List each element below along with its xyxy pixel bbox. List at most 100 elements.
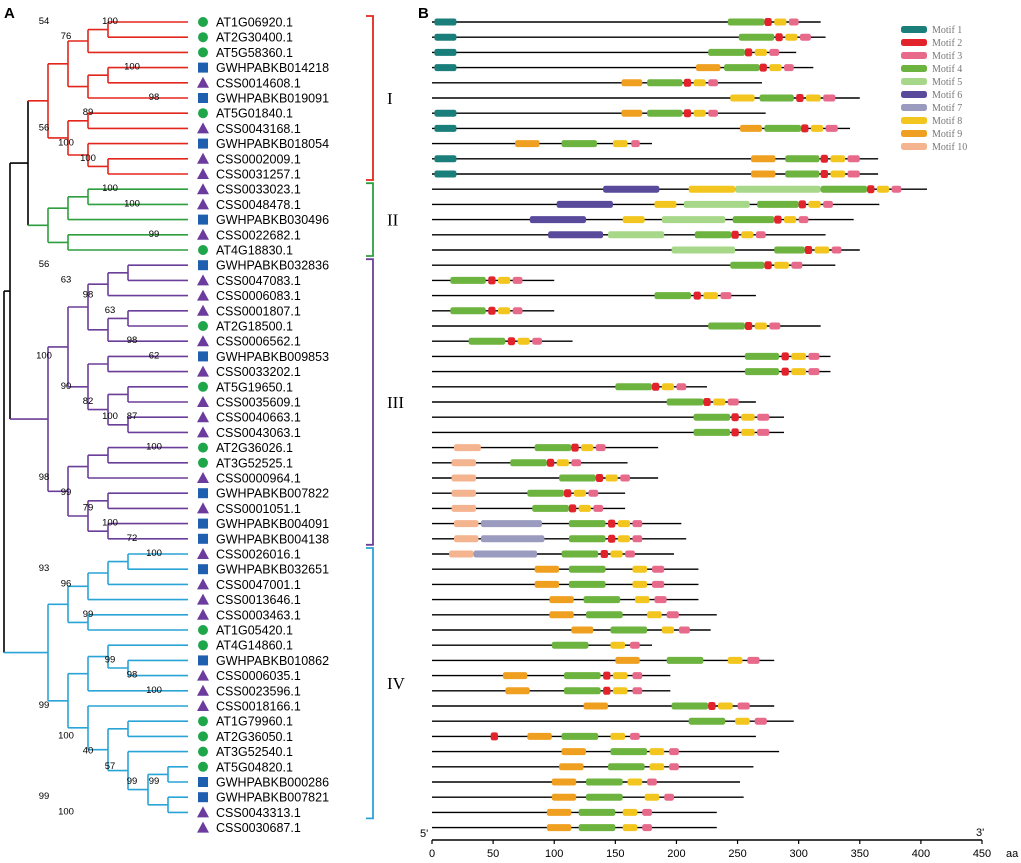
motif-8-box bbox=[814, 246, 830, 254]
motif-10-box bbox=[454, 520, 479, 528]
css-marker-icon bbox=[197, 593, 209, 605]
motif-8-box bbox=[617, 535, 630, 543]
motif-8-box bbox=[830, 170, 846, 178]
motif-3-box bbox=[847, 170, 860, 178]
motif-1-box bbox=[434, 18, 457, 26]
motif-9-box bbox=[751, 155, 776, 163]
css-marker-icon bbox=[197, 152, 209, 164]
bootstrap-value: 98 bbox=[39, 472, 50, 483]
axis-tick-label: 450 bbox=[973, 848, 991, 860]
bootstrap-value: 54 bbox=[39, 16, 50, 27]
gene-label: GWHPABKB004138 bbox=[216, 532, 329, 546]
motif-1-box bbox=[434, 155, 457, 163]
motif-8-box bbox=[622, 824, 638, 832]
motif-8-box bbox=[632, 565, 648, 573]
motif-2-box bbox=[775, 33, 783, 42]
gwh-marker-icon bbox=[198, 792, 208, 803]
gene-label: CSS0018166.1 bbox=[216, 700, 301, 714]
motif-8-box bbox=[622, 808, 638, 816]
motif-8-box bbox=[741, 231, 754, 239]
gwh-marker-icon bbox=[198, 351, 208, 362]
arabidopsis-marker-icon bbox=[198, 442, 208, 453]
gwh-marker-icon bbox=[198, 214, 208, 225]
css-marker-icon bbox=[197, 183, 209, 195]
group-bracket bbox=[366, 182, 374, 257]
gwh-marker-icon bbox=[198, 564, 208, 575]
gene-label: AT2G30400.1 bbox=[216, 31, 293, 45]
motif-9-box bbox=[515, 140, 540, 148]
motif-8-box bbox=[661, 626, 674, 634]
bootstrap-value: 100 bbox=[102, 183, 118, 194]
motif-3-box bbox=[799, 33, 811, 41]
motif-4-box bbox=[688, 717, 726, 725]
group-bracket bbox=[366, 15, 374, 181]
bootstrap-value: 100 bbox=[146, 442, 162, 453]
motif-8-box bbox=[791, 368, 806, 376]
motif-2-box bbox=[608, 534, 616, 543]
panel-a-label: A bbox=[4, 5, 15, 22]
motif-10-box bbox=[454, 444, 481, 452]
gene-label: GWHPABKB030496 bbox=[216, 213, 329, 227]
axis-tick-label: 150 bbox=[606, 848, 624, 860]
gene-label: AT1G06920.1 bbox=[216, 16, 293, 30]
motif-3-box bbox=[632, 520, 643, 528]
css-marker-icon bbox=[197, 472, 209, 483]
motif-2-box bbox=[488, 276, 496, 285]
css-marker-icon bbox=[197, 274, 209, 286]
motif-4-box bbox=[820, 185, 868, 193]
motif-4-box bbox=[583, 596, 621, 604]
motif-1-box bbox=[434, 124, 457, 132]
motif-4-box bbox=[568, 580, 606, 588]
motif-8-box bbox=[741, 413, 755, 421]
arabidopsis-marker-icon bbox=[198, 746, 208, 757]
gene-label: CSS0047001.1 bbox=[216, 578, 301, 592]
motif-4-box bbox=[615, 383, 652, 391]
motif-2-box bbox=[764, 261, 772, 270]
motif-3-box bbox=[808, 352, 820, 360]
motif-4-box bbox=[586, 778, 623, 786]
motif-3-box bbox=[720, 292, 732, 300]
motif-3-box bbox=[632, 687, 643, 695]
motif-8-box bbox=[634, 596, 650, 604]
legend-swatch bbox=[901, 52, 927, 59]
motif-10-box bbox=[454, 535, 479, 543]
motif-3-box bbox=[808, 368, 820, 376]
bootstrap-value: 99 bbox=[127, 776, 138, 787]
arabidopsis-marker-icon bbox=[198, 245, 208, 255]
motif-7-box bbox=[473, 550, 538, 558]
motif-4-box bbox=[527, 489, 564, 497]
motif-3-box bbox=[571, 459, 582, 467]
gene-label: CSS0026016.1 bbox=[216, 548, 301, 562]
bootstrap-value: 99 bbox=[105, 654, 116, 665]
gene-label: AT4G18830.1 bbox=[216, 244, 293, 258]
motif-3-box bbox=[630, 641, 640, 649]
axis-tick-label: 50 bbox=[487, 848, 499, 860]
arabidopsis-marker-icon bbox=[198, 716, 208, 727]
motif-1-box bbox=[434, 48, 457, 56]
gene-label: CSS0033023.1 bbox=[216, 183, 301, 197]
gene-label: GWHPABKB010862 bbox=[216, 654, 329, 668]
three-prime-label: 3' bbox=[976, 827, 984, 839]
motif-3-box bbox=[754, 717, 767, 725]
arabidopsis-marker-icon bbox=[198, 640, 208, 651]
css-marker-icon bbox=[197, 502, 209, 514]
motif-3-box bbox=[595, 444, 606, 452]
motif-2-box bbox=[708, 702, 716, 710]
motif-8-box bbox=[791, 352, 806, 360]
motif-9-box bbox=[615, 656, 640, 664]
motif-9-box bbox=[505, 687, 530, 695]
bootstrap-value: 72 bbox=[127, 533, 138, 544]
gene-label: AT2G18500.1 bbox=[216, 320, 293, 334]
motif-2-box bbox=[804, 246, 813, 254]
axis-tick-label: 350 bbox=[851, 848, 869, 860]
motif-9-box bbox=[740, 124, 762, 132]
motif-4-box bbox=[610, 626, 648, 634]
gene-label: GWHPABKB009853 bbox=[216, 350, 329, 364]
motif-8-box bbox=[830, 155, 846, 163]
motif-3-box bbox=[831, 246, 842, 254]
css-marker-icon bbox=[197, 289, 209, 301]
motif-8-box bbox=[735, 717, 750, 725]
bootstrap-value: 90 bbox=[61, 381, 72, 392]
gwh-marker-icon bbox=[198, 655, 208, 666]
motif-4-box bbox=[708, 322, 745, 330]
